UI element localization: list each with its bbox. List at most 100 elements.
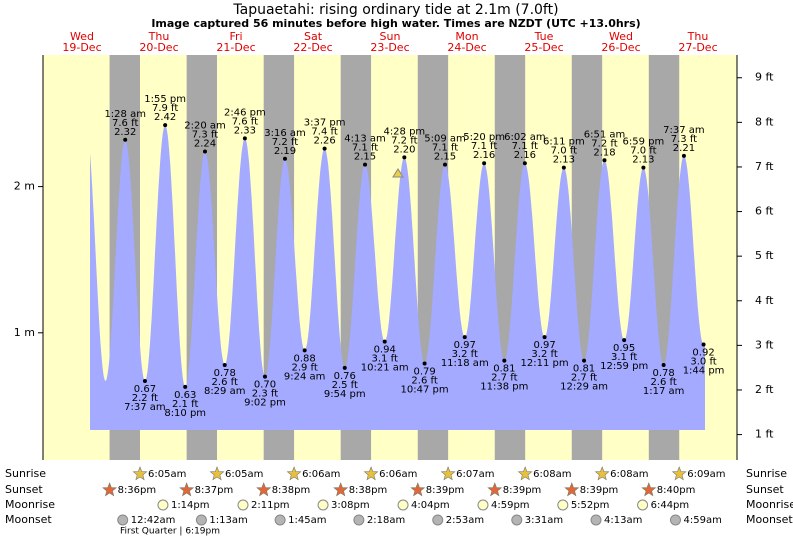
tide-height-ft: 7.1 ft <box>432 143 458 154</box>
tide-height-ft: 3.1 ft <box>372 354 398 365</box>
tide-height-m: 2.15 <box>354 152 376 163</box>
tide-time: 12:59 pm <box>600 361 648 372</box>
tide-height-m: 0.88 <box>294 353 316 364</box>
tide-height-m: 0.67 <box>134 384 156 395</box>
tide-height-ft: 7.0 ft <box>630 146 656 157</box>
row-label: Moonrise <box>746 498 793 511</box>
event-time: 1:45am <box>288 515 326 526</box>
day-name: Sat <box>304 30 323 43</box>
tide-point <box>123 137 128 142</box>
day-date: 23-Dec <box>370 41 409 54</box>
event-time: 8:38pm <box>349 485 388 496</box>
tide-time: 6:02 am <box>504 132 546 143</box>
event-time: 6:44pm <box>651 500 690 511</box>
tide-height-m: 2.19 <box>274 146 296 157</box>
tide-point <box>482 161 487 166</box>
tide-point <box>183 384 188 389</box>
tide-height-m: 2.16 <box>473 150 495 161</box>
day-date: 19-Dec <box>62 41 101 54</box>
tide-height-ft: 7.3 ft <box>192 129 218 140</box>
tide-time: 9:24 am <box>284 371 326 382</box>
sun-icon <box>102 482 118 497</box>
tide-height-ft: 7.3 ft <box>671 134 697 145</box>
moon-icon <box>590 514 602 526</box>
tide-height-m: 2.13 <box>553 155 575 166</box>
tide-height-ft: 7.0 ft <box>551 146 577 157</box>
tide-height-m: 2.21 <box>673 143 695 154</box>
moon-icon <box>477 499 489 511</box>
tide-height-m: 0.79 <box>413 367 435 378</box>
event-time: 4:13am <box>604 515 642 526</box>
event-time: 8:36pm <box>118 485 157 496</box>
tide-time: 9:54 pm <box>324 389 366 400</box>
tide-height-ft: 2.2 ft <box>132 393 158 404</box>
tide-point <box>222 362 227 367</box>
sun-icon <box>517 466 533 481</box>
moon-phase: First Quarter | 6:19pm <box>120 527 220 537</box>
tide-height-m: 2.13 <box>632 155 654 166</box>
tide-point <box>342 365 347 370</box>
event-time: 6:05am <box>225 469 263 480</box>
tide-time: 1:28 am <box>104 109 146 120</box>
tide-point <box>622 338 627 343</box>
tide-time: 3:16 am <box>264 128 306 139</box>
tide-height-ft: 7.1 ft <box>471 141 497 152</box>
tide-point <box>262 374 267 379</box>
tide-height-ft: 7.4 ft <box>311 127 337 138</box>
tide-height-ft: 2.6 ft <box>411 376 437 387</box>
tide-point <box>602 158 607 163</box>
moon-icon <box>317 499 329 511</box>
tide-point <box>542 335 547 340</box>
tide-height-ft: 7.9 ft <box>152 103 178 114</box>
event-time: 8:39pm <box>426 485 465 496</box>
sun-icon <box>410 482 426 497</box>
tide-height-m: 2.32 <box>114 127 136 138</box>
y2-tick-label: 4 ft <box>755 294 774 307</box>
row-label: Sunset <box>746 483 784 496</box>
event-time: 1:14pm <box>171 500 210 511</box>
moon-icon <box>157 499 169 511</box>
tide-height-m: 0.97 <box>454 340 476 351</box>
moon-icon <box>195 514 207 526</box>
tide-height-ft: 7.6 ft <box>112 118 138 129</box>
tide-point <box>322 146 327 151</box>
y2-tick-label: 5 ft <box>755 249 774 262</box>
tide-height-m: 2.42 <box>154 112 176 123</box>
tide-height-ft: 2.7 ft <box>571 373 597 384</box>
event-time: 6:09am <box>687 469 725 480</box>
tide-height-ft: 2.6 ft <box>212 377 238 388</box>
tide-height-m: 0.95 <box>613 343 635 354</box>
y2-tick-label: 3 ft <box>755 338 774 351</box>
moon-icon <box>237 499 249 511</box>
moon-icon <box>557 499 569 511</box>
tide-time: 5:09 am <box>424 134 466 145</box>
sun-icon <box>286 466 302 481</box>
tide-height-m: 0.78 <box>652 368 674 379</box>
day-name: Fri <box>229 30 242 43</box>
event-time: 6:08am <box>610 469 648 480</box>
tide-height-ft: 7.2 ft <box>391 135 417 146</box>
y-tick-label: 2 m <box>14 180 35 193</box>
day-name: Tue <box>534 30 554 43</box>
day-name: Thu <box>148 30 170 43</box>
tide-height-m: 0.70 <box>254 380 276 391</box>
tide-time: 8:29 am <box>204 386 246 397</box>
moon-icon <box>117 514 129 526</box>
tide-point <box>462 335 467 340</box>
tide-height-m: 2.24 <box>194 138 216 149</box>
tide-point <box>163 123 168 128</box>
tide-time: 9:02 pm <box>244 398 286 409</box>
moon-icon <box>353 514 365 526</box>
y2-tick-label: 6 ft <box>755 205 774 218</box>
tide-time: 2:20 am <box>184 120 226 131</box>
event-time: 8:39pm <box>580 485 619 496</box>
event-time: 3:31am <box>525 515 563 526</box>
tide-time: 11:18 am <box>441 358 489 369</box>
tide-height-m: 2.26 <box>313 136 335 147</box>
sun-icon <box>209 466 225 481</box>
tide-point <box>522 161 527 166</box>
tide-time: 10:21 am <box>361 363 409 374</box>
day-date: 27-Dec <box>678 41 717 54</box>
sun-icon <box>440 466 456 481</box>
